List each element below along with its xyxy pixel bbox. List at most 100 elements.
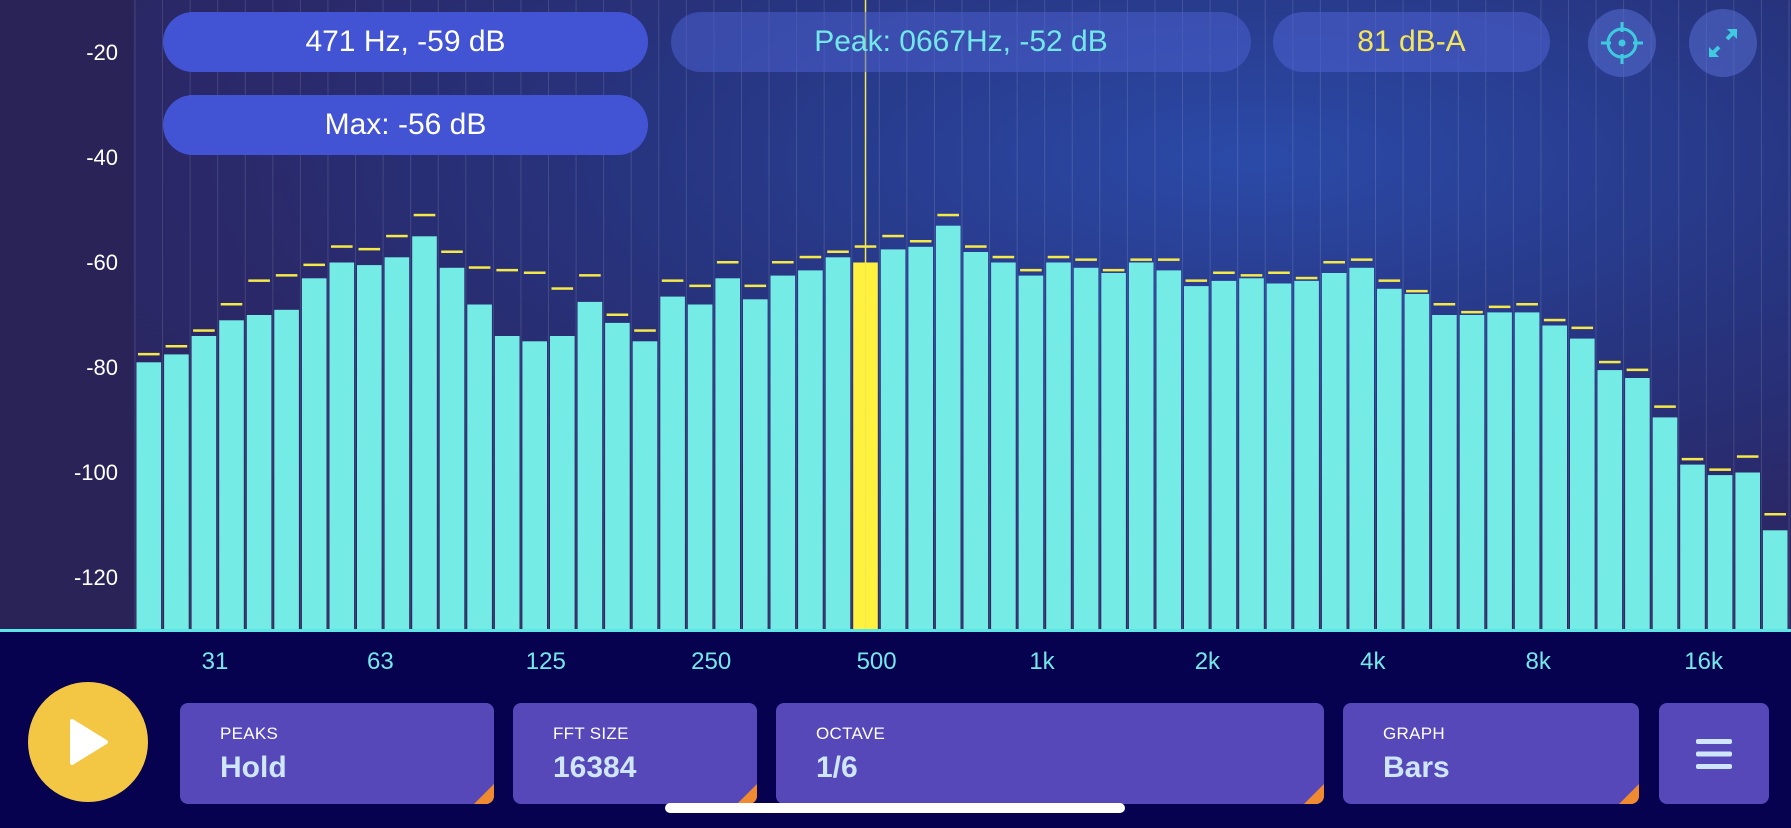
- spectrum-bar[interactable]: [798, 270, 823, 630]
- spectrum-bar[interactable]: [439, 267, 465, 631]
- spectrum-bar[interactable]: [1046, 262, 1071, 631]
- spectrum-bar[interactable]: [301, 278, 327, 631]
- spectrum-bar[interactable]: [1762, 530, 1788, 631]
- spectrum-bar[interactable]: [1239, 278, 1264, 631]
- peak-hold-marker: [909, 240, 932, 243]
- spectrum-graph-area[interactable]: -20 -40 -60 -80 -100 -120 471 Hz, -59 dB Max:…: [0, 0, 1791, 632]
- peak-hold-marker: [744, 284, 767, 288]
- spectrum-bar[interactable]: [550, 336, 575, 630]
- spectrum-bar[interactable]: [522, 341, 547, 631]
- spectrum-bar[interactable]: [1404, 294, 1430, 630]
- target-button[interactable]: [1588, 9, 1656, 77]
- spectrum-bar[interactable]: [1266, 283, 1292, 631]
- spectrum-bar[interactable]: [1597, 370, 1623, 630]
- spectrum-bar[interactable]: [1349, 267, 1374, 631]
- spectrum-bar[interactable]: [1156, 270, 1182, 630]
- spectrum-bar[interactable]: [1321, 273, 1347, 630]
- spectrum-bar[interactable]: [825, 257, 851, 631]
- spectrum-bar[interactable]: [880, 249, 906, 630]
- peaks-value: Hold: [220, 751, 287, 784]
- spectrum-bar[interactable]: [605, 322, 630, 630]
- spectrum-bar[interactable]: [1542, 325, 1567, 631]
- fft-size-label: FFT SIZE: [553, 724, 629, 743]
- octave-selector[interactable]: OCTAVE 1/6: [776, 703, 1324, 804]
- spectrum-bar[interactable]: [1459, 315, 1485, 630]
- peaks-selector[interactable]: PEAKS Hold: [180, 703, 494, 804]
- spectrum-bar[interactable]: [1101, 273, 1126, 630]
- spectrum-bar[interactable]: [1294, 280, 1319, 630]
- peak-hold-marker: [1130, 258, 1152, 261]
- graph-baseline: [0, 629, 1791, 632]
- spectrum-bar[interactable]: [384, 257, 410, 631]
- peak-hold-marker: [661, 279, 684, 282]
- spectrum-bar[interactable]: [246, 315, 272, 630]
- menu-button[interactable]: [1659, 703, 1769, 804]
- spectrum-bar[interactable]: [1652, 417, 1678, 630]
- spectrum-bar[interactable]: [1128, 262, 1154, 631]
- peak-hold-marker: [1488, 305, 1511, 309]
- peak-hold-marker: [1047, 255, 1070, 259]
- peak-hold-marker: [468, 266, 491, 269]
- spectrum-bar[interactable]: [329, 262, 355, 631]
- spectrum-bar[interactable]: [1211, 280, 1237, 630]
- spectrum-bar[interactable]: [743, 299, 768, 631]
- y-tick-label: -80: [86, 354, 118, 380]
- spectrum-bar[interactable]: [1625, 378, 1650, 630]
- spectrum-bar[interactable]: [467, 304, 492, 631]
- peak-hold-marker: [1102, 268, 1125, 272]
- peak-hold-marker: [1240, 274, 1263, 277]
- spectrum-bar[interactable]: [191, 336, 217, 630]
- graph-label: GRAPH: [1383, 724, 1445, 743]
- peak-hold-marker: [358, 247, 381, 251]
- spectrum-bar[interactable]: [164, 354, 189, 630]
- spectrum-bar[interactable]: [1707, 475, 1733, 630]
- spectrum-bar[interactable]: [274, 309, 299, 631]
- spectrum-bar[interactable]: [1073, 267, 1099, 631]
- y-tick-label: -60: [86, 249, 118, 275]
- cursor-frequency-readout: 471 Hz, -59 dB: [163, 12, 648, 72]
- x-tick-label: 500: [856, 648, 897, 675]
- peak-hold-marker: [193, 329, 215, 332]
- spectrum-bar[interactable]: [935, 225, 961, 630]
- spectrum-bar[interactable]: [660, 296, 685, 630]
- spectrum-bar[interactable]: [136, 362, 162, 631]
- peak-hold-marker: [1378, 279, 1401, 282]
- spectrum-bar[interactable]: [577, 301, 603, 630]
- home-indicator[interactable]: [665, 803, 1125, 813]
- fft-size-value: 16384: [553, 751, 637, 784]
- spectrum-bar[interactable]: [412, 236, 437, 631]
- peak-hold-marker: [303, 263, 325, 267]
- peak-hold-marker: [1709, 468, 1731, 471]
- play-button[interactable]: [28, 682, 148, 802]
- dropdown-corner-icon: [474, 784, 494, 804]
- dropdown-corner-icon: [737, 784, 757, 804]
- spectrum-bar[interactable]: [770, 275, 796, 630]
- expand-button[interactable]: [1689, 9, 1757, 77]
- spectrum-bar[interactable]: [494, 336, 520, 630]
- spectrum-bar[interactable]: [357, 265, 382, 630]
- spectrum-bar[interactable]: [1432, 315, 1457, 630]
- peak-hold-marker: [1350, 258, 1373, 261]
- graph-type-selector[interactable]: GRAPH Bars: [1343, 703, 1639, 804]
- spectrum-bar[interactable]: [715, 278, 740, 631]
- spectrum-bar[interactable]: [1487, 312, 1512, 630]
- spectrum-bar[interactable]: [1570, 338, 1595, 630]
- spectrum-bar[interactable]: [991, 262, 1016, 631]
- peak-hold-marker: [1213, 271, 1235, 274]
- spectrum-bar[interactable]: [1018, 275, 1044, 630]
- spectrum-bar[interactable]: [632, 341, 658, 631]
- spectrum-bar[interactable]: [1377, 288, 1402, 631]
- x-tick-label: 1k: [1029, 648, 1055, 675]
- peak-hold-marker: [551, 287, 574, 290]
- spectrum-bar[interactable]: [908, 246, 933, 631]
- fft-size-selector[interactable]: FFT SIZE 16384: [513, 703, 757, 804]
- spectrum-bar[interactable]: [687, 304, 713, 631]
- spectrum-bar[interactable]: [963, 252, 989, 630]
- spectrum-bar[interactable]: [219, 320, 244, 631]
- peak-hold-marker: [413, 213, 436, 217]
- spectrum-bar[interactable]: [1680, 464, 1705, 630]
- spectrum-bar[interactable]: [1184, 286, 1209, 630]
- spectrum-bar[interactable]: [1514, 312, 1540, 630]
- spectrum-plot[interactable]: [0, 0, 1791, 632]
- spectrum-bar[interactable]: [1735, 472, 1760, 631]
